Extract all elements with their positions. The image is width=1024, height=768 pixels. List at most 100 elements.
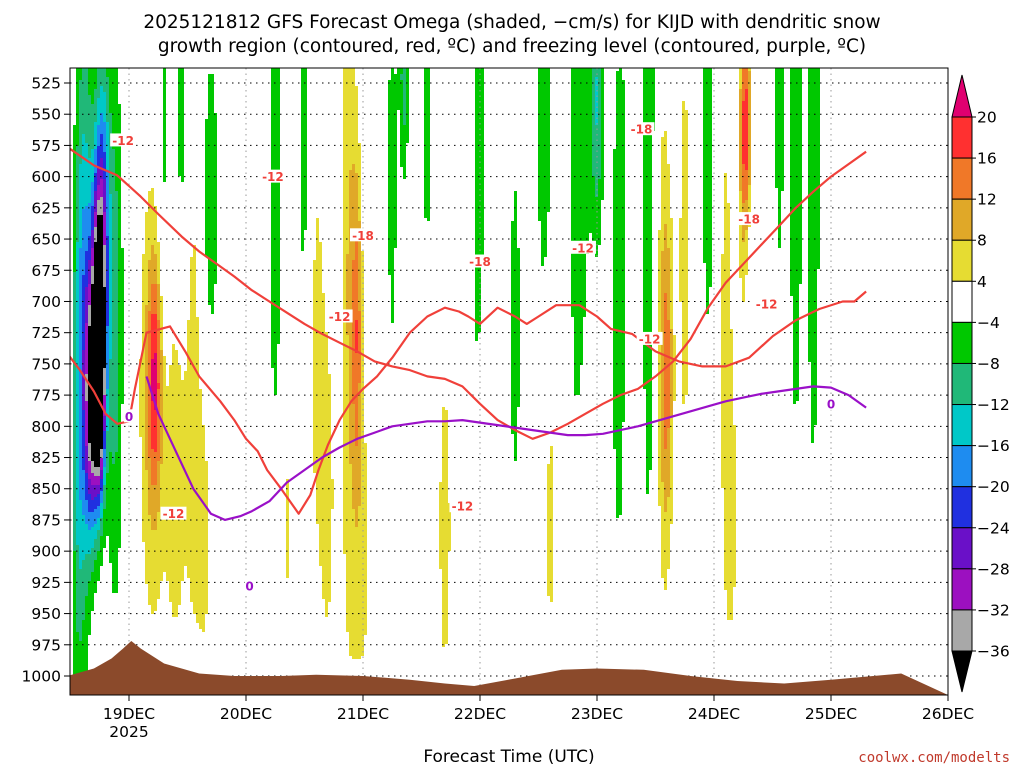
omega-cell <box>88 284 91 305</box>
colorbar-segment <box>951 486 973 529</box>
omega-cell <box>103 431 106 449</box>
omega-cell <box>151 485 154 530</box>
omega-cell <box>547 68 550 212</box>
omega-cell <box>349 68 352 170</box>
colorbar-label: −28 <box>977 560 1010 578</box>
x-tick-label: 23DEC <box>571 705 623 723</box>
omega-cell <box>103 152 106 179</box>
omega-cell <box>85 374 88 401</box>
omega-cell <box>667 428 670 497</box>
omega-cell <box>106 431 109 473</box>
x-tick-label: 24DEC <box>688 705 740 723</box>
omega-cell <box>721 254 724 488</box>
y-tick-label: 775 <box>31 387 61 405</box>
omega-cell <box>88 530 91 554</box>
omega-cell <box>112 68 115 149</box>
omega-cell <box>94 242 97 467</box>
colorbar-label: 20 <box>977 109 997 127</box>
omega-cell <box>145 212 148 305</box>
colorbar-legend: 20 16 12 8 4 −4 −8 −12 −16 −20 −24 −28 −32 −36 <box>951 74 1010 693</box>
omega-cell <box>85 473 88 500</box>
omega-cell <box>814 68 817 425</box>
colorbar-segment <box>951 157 973 200</box>
omega-cell <box>85 596 88 674</box>
omega-cell <box>79 80 82 164</box>
omega-cell <box>94 212 97 227</box>
colorbar-label: 4 <box>977 273 987 291</box>
contour-label-bg <box>826 396 836 410</box>
colorbar-label: 16 <box>977 150 997 168</box>
contour-label: -12 <box>262 170 284 184</box>
omega-cell <box>109 452 112 563</box>
omega-cell <box>145 305 148 470</box>
omega-cell <box>106 236 109 326</box>
chart-title-line1: 2025121812 GFS Forecast Omega (shaded, −… <box>143 12 880 33</box>
omega-cell <box>670 329 673 416</box>
omega-cell <box>82 515 85 560</box>
colorbar-segment <box>951 404 973 447</box>
omega-cell <box>103 92 106 122</box>
omega-cell <box>82 620 85 695</box>
omega-cell <box>208 74 211 305</box>
omega-cell <box>91 485 94 500</box>
omega-cell <box>157 383 160 389</box>
colorbar-segment <box>951 527 973 570</box>
omega-cell <box>76 632 79 695</box>
omega-cell <box>190 257 193 602</box>
omega-cell <box>169 365 172 602</box>
omega-cell <box>205 119 208 257</box>
x-axis-label: Forecast Time (UTC) <box>423 747 594 767</box>
omega-cell <box>100 197 103 215</box>
colorbar-label: −12 <box>977 396 1010 414</box>
omega-cell <box>103 287 106 368</box>
omega-cell <box>400 68 403 74</box>
omega-cell <box>100 134 103 158</box>
omega-cell <box>151 449 154 485</box>
omega-cell <box>394 74 397 248</box>
omega-cell <box>199 389 202 629</box>
omega-cell <box>355 446 358 527</box>
omega-cell <box>109 359 112 452</box>
omega-cell <box>388 80 391 275</box>
contour-label-bg <box>753 296 780 310</box>
omega-cell <box>682 101 685 404</box>
contour-label-bg <box>160 506 187 520</box>
contour-label: -12 <box>329 310 351 324</box>
omega-cell <box>109 113 112 194</box>
omega-cell <box>154 530 157 611</box>
omega-cell <box>142 254 145 542</box>
colorbar-label: 12 <box>977 191 997 209</box>
omega-cell <box>91 230 94 248</box>
omega-cell <box>181 380 184 581</box>
omega-cell <box>97 146 100 167</box>
contour-label: -12 <box>572 241 594 255</box>
omega-cell <box>82 275 85 350</box>
y-tick-label: 675 <box>31 262 61 280</box>
omega-cell <box>148 458 151 515</box>
omega-cell <box>94 497 97 509</box>
omega-cell <box>748 68 751 71</box>
contour-label-bg <box>736 212 763 226</box>
omega-cell <box>304 68 307 230</box>
omega-cell <box>538 68 541 221</box>
omega-cell <box>424 68 427 218</box>
omega-cell <box>571 68 574 317</box>
omega-cell <box>475 68 478 341</box>
x-tick-label: 22DEC <box>454 705 506 723</box>
omega-cell <box>316 218 319 524</box>
contour-label-bg <box>569 240 596 254</box>
omega-cell <box>100 86 103 113</box>
colorbar-label: −32 <box>977 601 1010 619</box>
omega-cell <box>73 272 76 551</box>
omega-cell <box>319 242 322 566</box>
omega-cell <box>352 260 355 404</box>
contour-label: -12 <box>112 134 134 148</box>
omega-cell <box>541 68 544 266</box>
omega-cell <box>103 485 106 509</box>
omega-cell <box>109 194 112 359</box>
omega-cell <box>100 479 103 491</box>
plot-area: -12 -12 -18 -18 -12 -18 -12 -18 -12 -12 -12 -12 0 0 0 <box>70 68 948 695</box>
omega-cell <box>157 461 160 512</box>
omega-cell <box>550 446 553 602</box>
omega-cell <box>79 248 82 500</box>
